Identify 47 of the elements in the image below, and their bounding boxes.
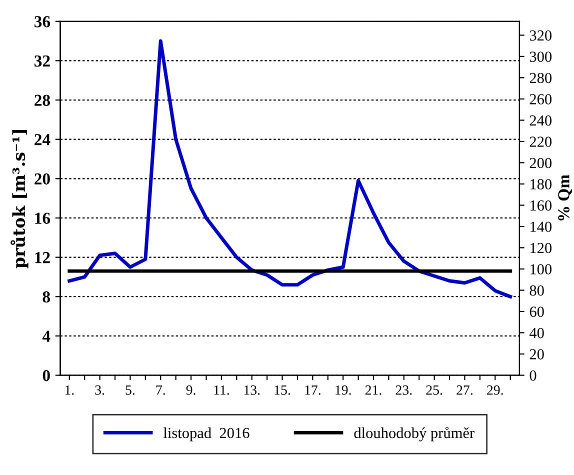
y2-tick-label: 200 — [530, 158, 552, 168]
x-tick-label: 1. — [65, 385, 74, 395]
x-tick-label: 17. — [305, 385, 320, 395]
y2-tick-label: 140 — [530, 222, 552, 232]
y-tick-label: 36 — [34, 16, 50, 28]
legend-label: dlouhodobý průměr — [354, 426, 474, 442]
y2-tick-label: 280 — [530, 72, 552, 84]
y2-tick-label: 180 — [530, 179, 552, 190]
x-tick-label: 13. — [244, 385, 260, 395]
y-tick-label: 0 — [42, 370, 50, 382]
y2-tick-label: 40 — [529, 328, 544, 338]
x-tick-label: 25. — [426, 385, 442, 395]
x-tick-label: 15. — [274, 385, 290, 395]
x-tick-label: 9. — [186, 385, 196, 395]
y2-tick-label: 220 — [530, 136, 552, 147]
y2-tick-label: 100 — [530, 264, 552, 274]
y2-tick-label: 80 — [530, 285, 544, 296]
y2-tick-label: 160 — [530, 200, 552, 211]
y2-tick-label: 60 — [530, 306, 544, 317]
y-tick-label: 32 — [34, 55, 50, 67]
x-tick-label: 3. — [95, 385, 104, 395]
x-tick-label: 27. — [456, 385, 472, 395]
x-tick-label: 11. — [214, 385, 229, 395]
x-tick-label: 29. — [487, 385, 503, 395]
y2-tick-label: 0 — [530, 370, 536, 381]
x-tick-label: 5. — [126, 386, 135, 395]
y2-tick-label: 20 — [530, 349, 544, 360]
x-tick-label: 7. — [156, 386, 165, 395]
line-series — [68, 39, 512, 298]
y2-axis-title: % Qm — [558, 174, 572, 220]
y-tick-label: 20 — [34, 173, 50, 185]
x-tick-label: 21. — [365, 385, 382, 395]
y-tick-label: 28 — [34, 94, 50, 106]
x-tick-label: 23. — [396, 385, 412, 395]
y2-tick-label: 260 — [530, 94, 552, 104]
x-tick-label: 19. — [336, 385, 351, 395]
y-tick-label: 8 — [42, 291, 50, 303]
y2-tick-label: 320 — [530, 30, 552, 41]
y-tick-label: 16 — [35, 212, 50, 224]
y-axis-title: průtok [m³.s⁻¹] — [10, 130, 28, 268]
legend-label: listopad 2016 — [164, 427, 250, 442]
y2-tick-label: 240 — [530, 115, 552, 126]
y-tick-label: 24 — [34, 134, 50, 146]
y-tick-label: 12 — [35, 252, 50, 264]
y-tick-label: 4 — [42, 330, 50, 342]
y2-tick-label: 300 — [530, 52, 552, 62]
y2-tick-label: 120 — [530, 242, 552, 254]
